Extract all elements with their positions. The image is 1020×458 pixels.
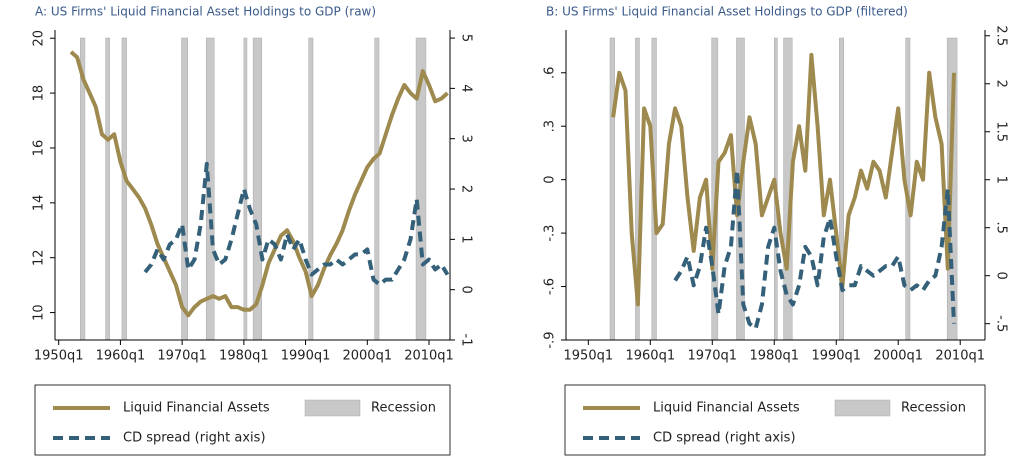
y-tick-label: -.9 (543, 331, 558, 348)
legend-label: Recession (371, 401, 436, 416)
y2-tick-label: 0 (994, 272, 1009, 280)
y-tick-label: 0 (543, 176, 558, 184)
y-tick-label: 14 (32, 195, 47, 212)
y-tick-label: -.6 (543, 278, 558, 295)
recession-band (243, 37, 248, 341)
y2-tick-label: 4 (459, 84, 474, 92)
x-tick-label: 1970q1 (157, 349, 207, 364)
y-tick-label: -.3 (543, 225, 558, 242)
legend-label: Recession (901, 401, 966, 416)
series-line (69, 50, 449, 318)
x-tick-label: 1960q1 (96, 349, 146, 364)
recession-band (121, 37, 127, 341)
chart-title: A: US Firms' Liquid Financial Asset Hold… (35, 5, 376, 19)
x-tick-label: 1990q1 (281, 349, 331, 364)
series-line (143, 161, 450, 287)
x-tick-label: 1970q1 (687, 349, 737, 364)
y2-tick-label: .5 (994, 222, 1009, 234)
legend-swatch (304, 399, 361, 417)
series-line (611, 52, 956, 307)
legend-label: CD spread (right axis) (653, 431, 796, 446)
y-tick-label: 10 (32, 304, 47, 321)
y-tick-label: 16 (32, 140, 47, 157)
legend-label: CD spread (right axis) (123, 431, 266, 446)
legend-label: Liquid Financial Assets (123, 401, 270, 416)
recession-band (105, 37, 110, 341)
x-tick-label: 1980q1 (749, 349, 799, 364)
y2-tick-label: 5 (459, 34, 474, 42)
x-tick-label: 1950q1 (564, 349, 614, 364)
y2-tick-label: -1 (459, 334, 474, 347)
x-tick-label: 2000q1 (342, 349, 392, 364)
x-tick-label: 1950q1 (34, 349, 84, 364)
y2-tick-label: 2 (459, 185, 474, 193)
legend (564, 384, 986, 456)
legend-swatch (834, 399, 891, 417)
y2-tick-label: 2 (994, 80, 1009, 88)
recession-band (374, 37, 380, 341)
x-tick-label: 1990q1 (811, 349, 861, 364)
recession-band (181, 37, 188, 341)
x-tick-label: 2010q1 (404, 349, 454, 364)
y2-tick-label: 3 (459, 135, 474, 143)
y2-tick-label: 2.5 (994, 25, 1009, 46)
y-tick-label: .3 (543, 120, 558, 132)
recession-band (609, 37, 615, 341)
y2-tick-label: 0 (459, 286, 474, 294)
series-line (673, 168, 956, 331)
y2-tick-label: -.5 (994, 315, 1009, 332)
recession-band (839, 37, 844, 341)
y-tick-label: 20 (32, 30, 47, 47)
y2-tick-label: 1 (994, 176, 1009, 184)
y-tick-label: .6 (543, 67, 558, 79)
y-tick-label: 12 (32, 249, 47, 266)
x-tick-label: 1960q1 (625, 349, 675, 364)
x-tick-label: 2010q1 (935, 349, 985, 364)
legend (34, 384, 451, 456)
legend-label: Liquid Financial Assets (653, 401, 800, 416)
x-tick-label: 1980q1 (219, 349, 269, 364)
y2-tick-label: 1 (459, 235, 474, 243)
y-tick-label: 18 (32, 85, 47, 102)
y2-tick-label: 1.5 (994, 121, 1009, 142)
x-tick-label: 2000q1 (873, 349, 923, 364)
chart-title: B: US Firms' Liquid Financial Asset Hold… (546, 5, 908, 19)
